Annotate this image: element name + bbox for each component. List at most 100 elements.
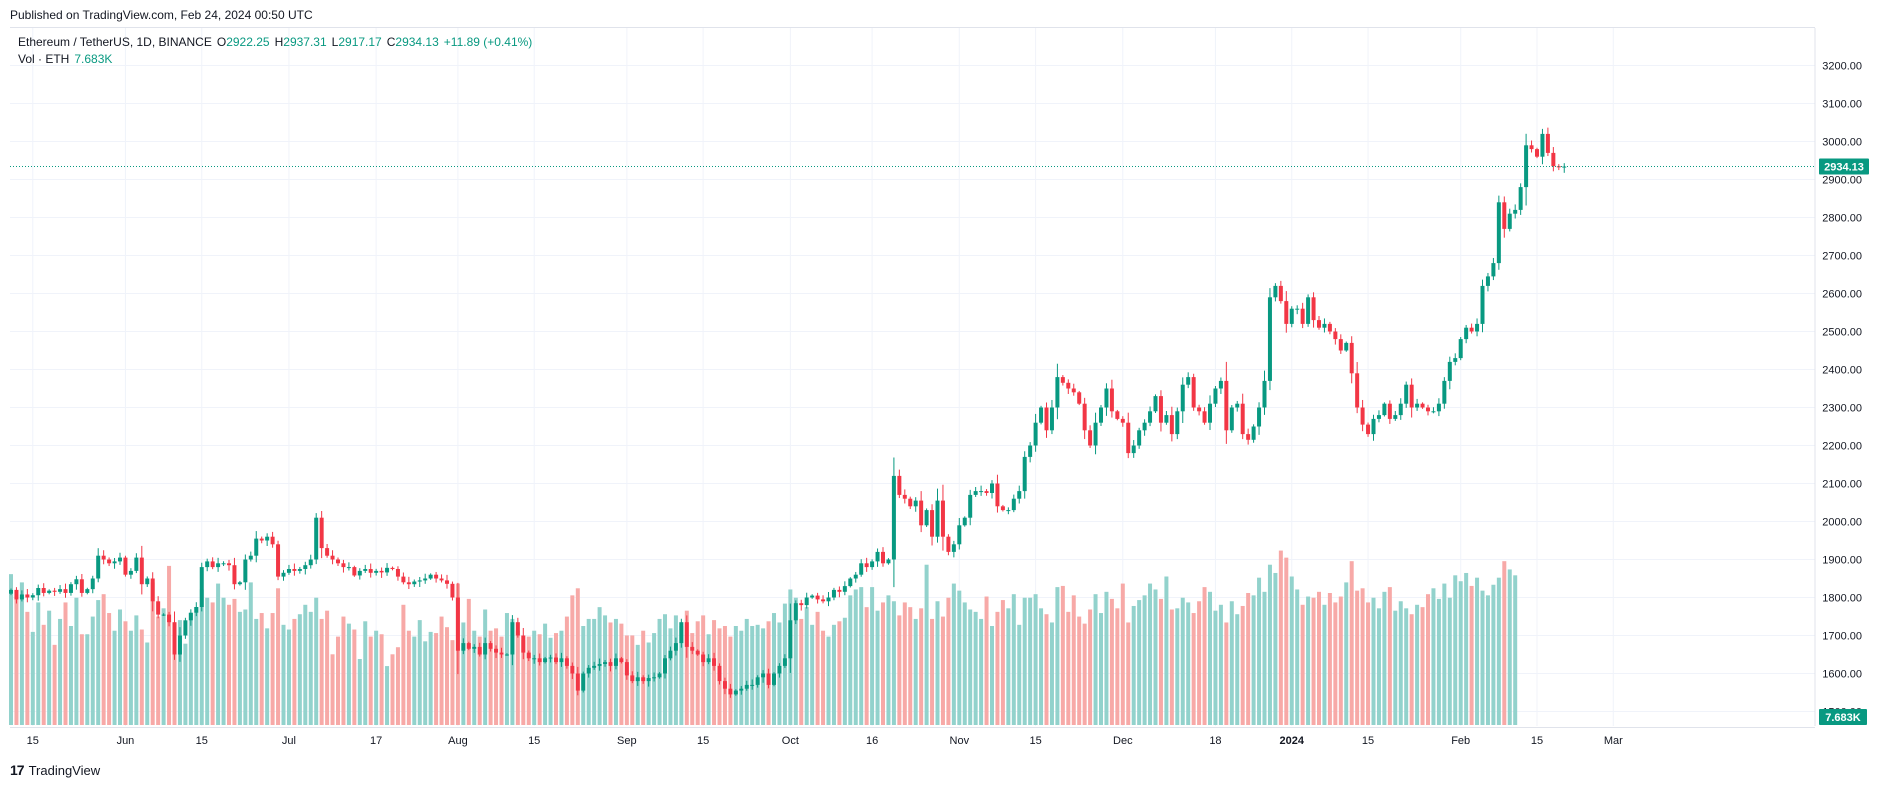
volume-bar [19, 582, 24, 725]
candle-body [641, 677, 646, 682]
candle-body [1039, 407, 1044, 423]
candle-body [1099, 407, 1103, 423]
price-tick-label: 2400.00 [1822, 365, 1862, 377]
volume-bar [592, 618, 597, 725]
candle-body [74, 579, 79, 585]
volume-bar [297, 614, 302, 725]
candle-body [1420, 403, 1425, 408]
candle-body [935, 500, 940, 537]
candle-body [19, 594, 24, 600]
candle-body [1000, 506, 1005, 511]
candle-body [123, 557, 128, 575]
candle-body [325, 548, 330, 556]
time-tick-label: Sep [617, 735, 637, 747]
candle-body [390, 567, 395, 569]
candle-body [9, 589, 13, 594]
volume-bar [668, 628, 673, 725]
volume-bar [990, 626, 994, 725]
candle-body [755, 677, 760, 685]
candle-body [1355, 373, 1360, 408]
volume-bar [79, 634, 84, 725]
candle-body [303, 565, 308, 569]
volume-bar [150, 582, 155, 725]
candle-body [292, 569, 297, 571]
candle-body [379, 570, 384, 573]
legend-low: 2917.17 [338, 35, 382, 49]
candle-body [248, 555, 253, 560]
candle-body [951, 544, 956, 552]
price-tick-label: 1600.00 [1822, 669, 1862, 681]
candle-body [1344, 342, 1349, 351]
volume-bar [995, 611, 1000, 725]
volume-bar [1164, 576, 1169, 725]
candle-body [831, 589, 836, 598]
volume-bar [859, 587, 864, 725]
candle-body [543, 658, 548, 663]
volume-bar [973, 611, 978, 725]
candle-body [1458, 339, 1463, 359]
candle-body [1251, 426, 1256, 440]
candle-body [330, 555, 335, 560]
candle-body [85, 589, 90, 593]
candle-body [1191, 377, 1196, 408]
candle-body [1513, 209, 1518, 214]
volume-bar [722, 626, 727, 725]
volume-bar [1376, 608, 1381, 725]
candle-body [733, 690, 738, 695]
volume-bar [14, 595, 19, 725]
candle-body [406, 582, 411, 585]
price-tick-label: 2300.00 [1822, 403, 1862, 415]
candle-body [984, 491, 989, 493]
time-tick-label: 15 [1362, 735, 1374, 747]
candle-body [96, 555, 101, 579]
volume-bar [1131, 605, 1136, 725]
volume-bar [695, 621, 700, 725]
volume-bar [559, 630, 564, 725]
volume-bar [1289, 576, 1294, 725]
volume-bar [831, 624, 836, 725]
volume-bar [341, 616, 346, 725]
volume-bar [701, 615, 706, 725]
candle-body [128, 570, 133, 575]
volume-bar [799, 618, 804, 725]
candle-body [1224, 380, 1229, 431]
candle-body [281, 572, 286, 577]
volume-bar [1022, 597, 1027, 725]
candle-body [177, 635, 182, 655]
candle-body [68, 584, 73, 593]
time-tick-label: 16 [866, 735, 878, 747]
candle-body [777, 665, 782, 674]
candle-body [139, 557, 144, 585]
candle-body [499, 652, 504, 655]
candle-body [826, 597, 831, 602]
volume-bar [401, 604, 406, 725]
candle-body [1017, 491, 1022, 499]
candle-body [1257, 407, 1262, 427]
last-price-label: 2934.13 [1824, 162, 1864, 174]
volume-bar [352, 629, 357, 725]
candle-body [603, 662, 608, 664]
tradingview-brand[interactable]: 17 TradingView [10, 762, 100, 778]
volume-bar [308, 611, 313, 725]
candle-body [1371, 418, 1376, 435]
volume-bar [624, 635, 629, 725]
price-tick-label: 1900.00 [1822, 555, 1862, 567]
candle-body [1164, 415, 1169, 423]
candle-body [995, 483, 1000, 507]
candle-body [101, 555, 106, 560]
candle-body [1229, 407, 1234, 431]
candle-body [1278, 285, 1283, 302]
candle-body [624, 662, 629, 676]
candle-body [722, 681, 727, 689]
candle-body [1480, 285, 1485, 324]
volume-bar [314, 597, 319, 725]
legend-symbol: Ethereum / TetherUS, 1D, BINANCE [18, 35, 212, 49]
volume-bar [1344, 582, 1349, 725]
candle-body [766, 673, 771, 685]
chart-frame[interactable] [10, 27, 1815, 728]
candle-body [663, 658, 667, 674]
volume-bar [957, 590, 962, 725]
candle-body [1322, 323, 1327, 328]
candle-body [504, 654, 509, 656]
